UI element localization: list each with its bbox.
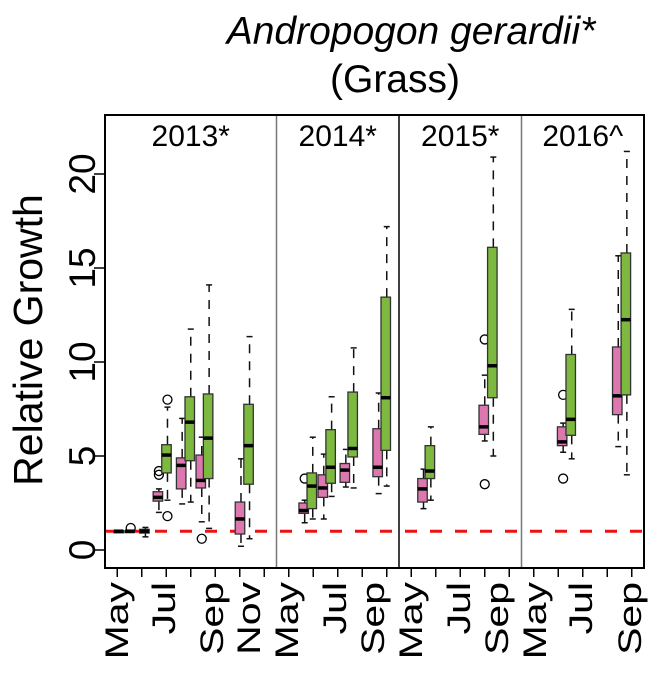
x-tick-label: Jul [316,582,353,634]
chart-subtitle: (Grass) [330,58,460,101]
box-green [380,225,392,487]
box-iqr [372,428,384,478]
x-tick-label: May [98,582,135,660]
panel-2014: 2014* May Jul Sep [268,115,392,660]
box-iqr [339,462,351,483]
box-iqr [184,396,196,462]
box-iqr [478,404,490,436]
y-tick-label: 15 [62,247,103,288]
chart-title: Andropogon gerardii* [225,10,597,53]
outlier-point [558,473,569,484]
outlier-point [125,522,136,534]
box-iqr [556,426,568,447]
panel-2015: 2015* May Jul Sep [392,115,515,659]
box-pink [317,453,329,520]
box-green [347,347,359,489]
box-green [325,396,337,498]
box-pink [113,529,125,534]
x-tick-label: Sep [193,582,230,655]
outlier-point [153,469,165,480]
box-green [161,394,173,522]
plot-frame [104,114,645,569]
x-tick-label: May [268,582,305,660]
box-pink [339,448,351,488]
box-iqr [306,472,318,510]
box-pink [124,522,136,534]
box-pink [234,458,246,547]
panel-label: 2015* [421,120,500,153]
box-pink [417,468,428,510]
x-tick-label: Jul [440,582,477,634]
box-green [243,335,254,540]
outlier-point [162,394,173,405]
box-green [486,156,498,457]
x-tick-label: Sep [611,582,648,655]
outlier-point [196,533,207,544]
box-green [306,436,318,520]
x-tick-label: Nov [230,582,267,655]
y-tick-label: 0 [62,540,103,561]
y-tick-label: 5 [62,446,103,467]
x-tick-label: Jul [562,582,599,634]
panel-label: 2014* [299,120,378,153]
box-green [184,328,196,503]
box-iqr [380,296,392,452]
panel-2016: 2016^ May Jul Sep [516,115,648,659]
x-tick-label: Jul [145,582,182,634]
box-green [202,284,214,530]
box-green [565,308,577,460]
y-tick-label: 20 [62,153,103,194]
box-pink [611,255,623,448]
outlier-point [479,479,490,490]
box-iqr [161,444,172,474]
box-iqr [317,474,329,499]
x-tick-label: Sep [354,582,391,655]
box-green [620,150,632,476]
x-tick-label: Sep [478,582,515,655]
panel-label: 2016^ [542,120,623,153]
x-tick-label: May [392,582,429,660]
y-axis-label: Relative Growth [5,194,51,486]
panel-label: 2013* [152,120,231,153]
box-iqr [202,393,214,480]
panel-2013: 2013* May Jul Sep Nov [98,120,267,659]
box-pink [556,389,569,484]
outlier-point [162,511,173,522]
box-green [424,426,436,501]
box-iqr [565,353,577,436]
y-tick-label: 10 [62,341,103,382]
box-green [139,526,150,538]
box-pink [175,417,187,505]
box-pink [152,465,165,514]
box-iqr [486,246,498,399]
box-iqr [325,429,337,484]
box-iqr [424,445,436,480]
box-iqr [620,252,632,396]
box-iqr [347,391,359,458]
x-tick-label: May [516,582,553,660]
box-pink [478,334,490,490]
box-iqr [175,457,187,490]
